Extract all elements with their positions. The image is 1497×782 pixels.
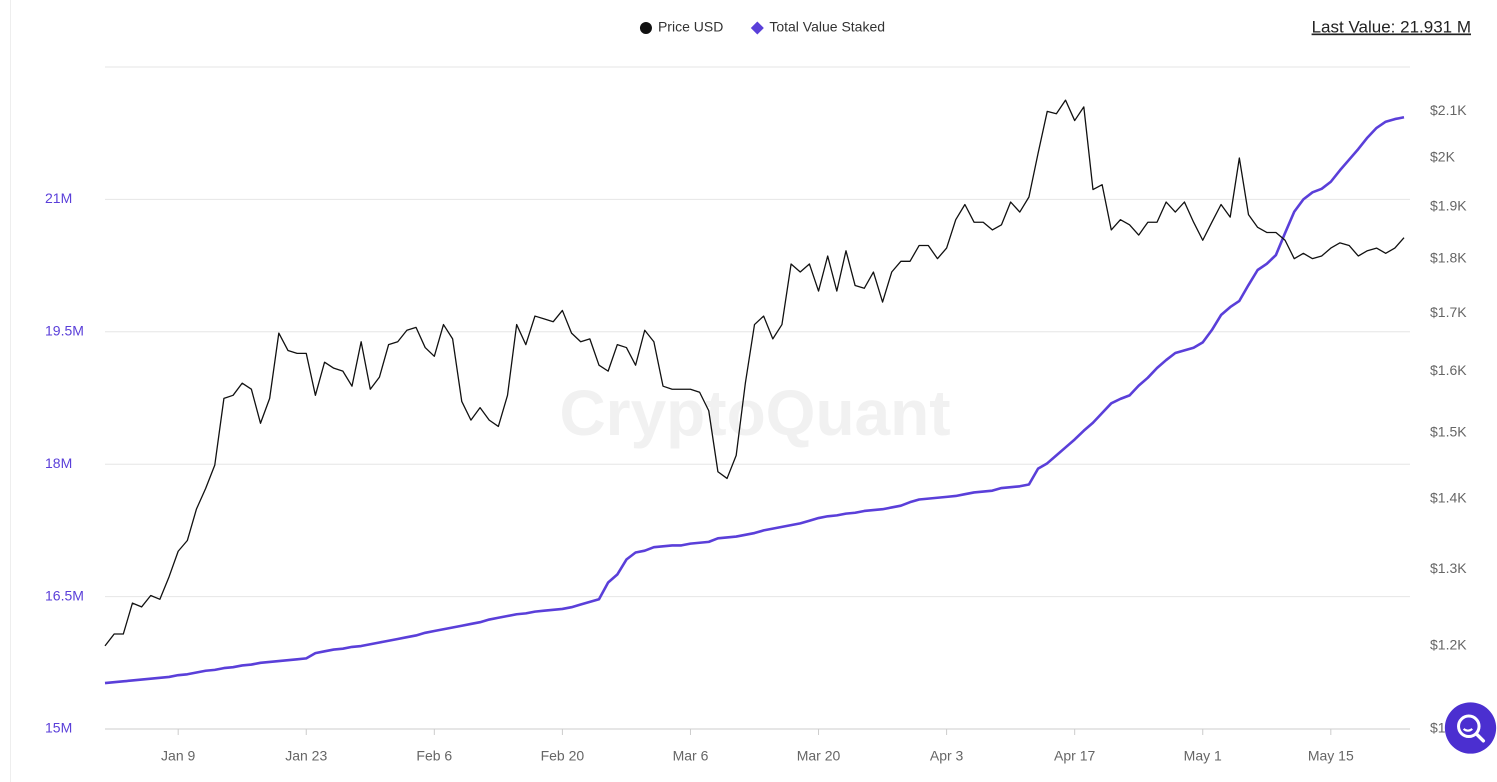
x-tick-label: Mar 20 [797,748,841,764]
y-tick-label: 19.5M [45,323,84,339]
y2-tick-label: $1.2K [1430,637,1467,653]
y-tick-label: 18M [45,455,72,471]
last-value[interactable]: Last Value: 21.931 M [1312,17,1471,36]
x-tick-label: Feb 20 [541,748,585,764]
legend-label: Total Value Staked [769,19,885,35]
y2-tick-label: $1.6K [1430,362,1467,378]
x-tick-label: Mar 6 [673,748,709,764]
search-icon [1457,714,1481,739]
search-button[interactable] [1444,697,1497,759]
x-tick-label: May 1 [1184,748,1222,764]
x-tick-label: Feb 6 [416,748,452,764]
y-tick-label: 16.5M [45,587,84,603]
search-button-bg [1444,702,1497,754]
x-tick-label: Apr 3 [930,748,964,764]
plot-layer: 15M16.5M18M19.5M21M$1.1K$1.2K$1.3K$1.4K$… [45,19,1467,764]
x-tick-label: Apr 17 [1054,748,1095,764]
y2-tick-label: $1.7K [1430,304,1467,320]
y2-tick-label: $1.8K [1430,249,1467,265]
y2-tick-label: $2K [1430,149,1456,165]
search-icon-handle [1474,732,1486,743]
y2-tick-label: $1.4K [1430,489,1467,505]
legend: Price USD Total Value Staked [639,19,885,35]
y2-tick-label: $1.9K [1430,198,1467,214]
legend-marker [639,22,652,34]
watermark: CryptoQuant [559,377,950,449]
y2-tick-label: $1.5K [1430,423,1467,439]
x-tick-label: Jan 23 [285,748,327,764]
y-tick-label: 15M [45,720,72,736]
legend-marker [750,21,764,35]
legend-label: Price USD [658,19,723,35]
search-icon-smile [1462,728,1473,732]
series-line [104,99,1405,647]
x-tick-label: Jan 9 [161,748,195,764]
x-tick-label: May 15 [1308,748,1354,764]
series-line [104,115,1405,685]
y2-tick-label: $1.3K [1430,560,1467,576]
y2-tick-label: $2.1K [1430,102,1467,118]
y-tick-label: 21M [45,190,72,206]
